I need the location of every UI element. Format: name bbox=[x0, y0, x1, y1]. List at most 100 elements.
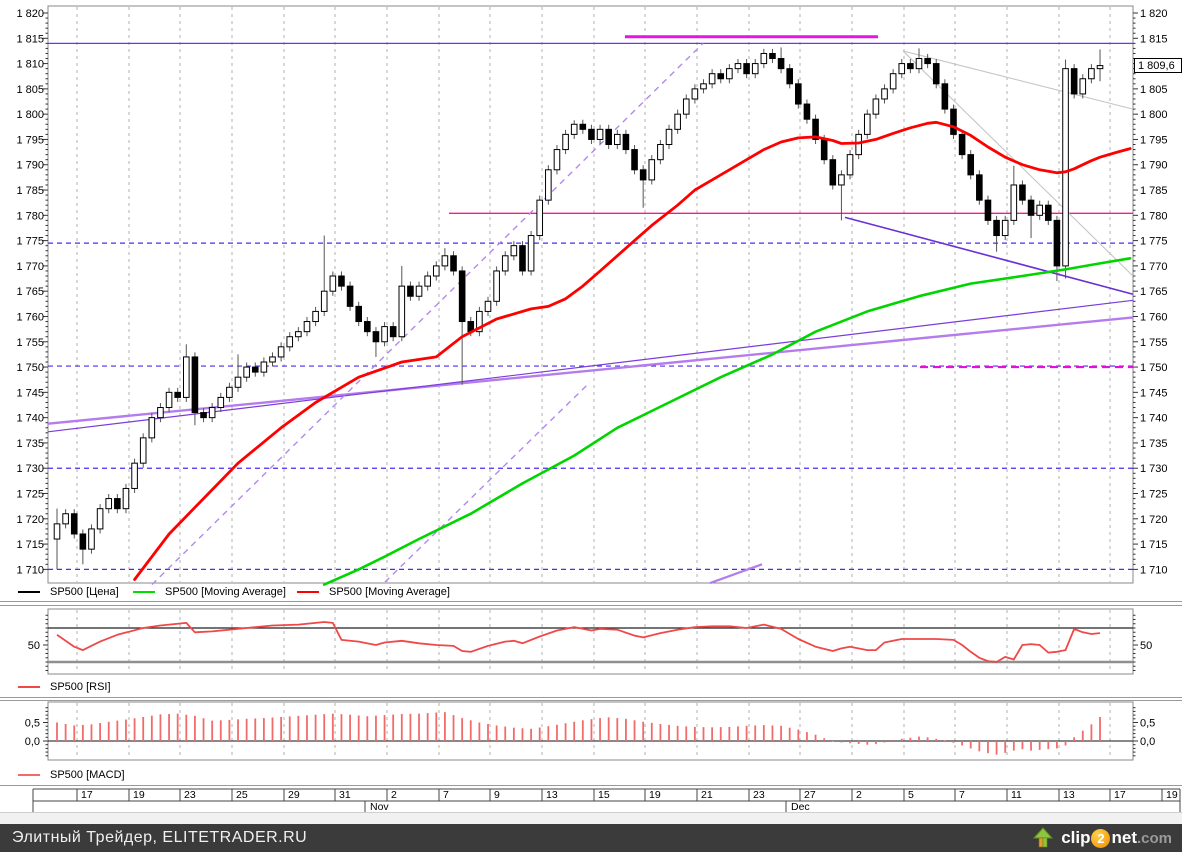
candle-down bbox=[932, 63, 940, 85]
candle-up bbox=[596, 128, 604, 140]
candle-up bbox=[838, 174, 845, 186]
gray-trendline-shallow bbox=[902, 50, 1134, 110]
date-label: 25 bbox=[236, 789, 248, 801]
axis-label: 1 805 bbox=[1140, 84, 1168, 96]
axis-label: 1 715 bbox=[1140, 539, 1168, 551]
candle-up bbox=[889, 73, 897, 90]
candle-down bbox=[743, 63, 750, 75]
axis-label: 1 765 bbox=[1140, 286, 1168, 298]
candle-up bbox=[381, 326, 388, 343]
date-label: 19 bbox=[133, 789, 145, 801]
candle-down bbox=[79, 533, 87, 550]
date-label: 5 bbox=[908, 789, 914, 801]
date-label: 31 bbox=[339, 789, 351, 801]
footer-spacer bbox=[0, 812, 1182, 825]
green-ma-swatch bbox=[133, 591, 155, 593]
axis-label: 50 bbox=[1140, 640, 1152, 652]
candle-down bbox=[588, 128, 595, 140]
axis-label: 1 820 bbox=[16, 8, 44, 20]
candle-down bbox=[251, 366, 259, 373]
date-label: 11 bbox=[1011, 789, 1022, 801]
panel-separator bbox=[0, 601, 1182, 602]
logo-net: net bbox=[1111, 828, 1137, 847]
legend-rsi-label: SP500 [RSI] bbox=[50, 681, 111, 693]
candle-down bbox=[622, 133, 630, 151]
axis-label: 1 770 bbox=[16, 261, 44, 273]
candle-up bbox=[915, 58, 923, 70]
axis-label: 1 735 bbox=[16, 438, 44, 450]
candle-up bbox=[312, 310, 319, 323]
axis-label: 1 765 bbox=[16, 286, 44, 298]
candle-up bbox=[148, 417, 156, 439]
axis-label: 1 785 bbox=[1140, 185, 1168, 197]
candle-up bbox=[751, 63, 759, 75]
axis-label: 1 810 bbox=[16, 59, 44, 71]
candle-up bbox=[183, 356, 190, 398]
candle-down bbox=[174, 391, 181, 398]
candle-up bbox=[243, 366, 250, 378]
clip2net-arrow-icon bbox=[1033, 827, 1054, 848]
candle-down bbox=[950, 108, 957, 135]
trendlines bbox=[47, 42, 1134, 586]
descending-channel bbox=[844, 216, 1134, 295]
last-price-badge: 1 809,6 bbox=[1134, 58, 1182, 73]
candle-down bbox=[639, 169, 647, 181]
candle-up bbox=[1036, 204, 1043, 216]
clip2net-logo: clip 2 net .com bbox=[1032, 824, 1172, 852]
panel-separator bbox=[0, 697, 1182, 698]
axis-label: 1 800 bbox=[1140, 109, 1168, 121]
candle-down bbox=[777, 58, 785, 70]
date-label: 13 bbox=[1063, 789, 1075, 801]
axis-label: 0,5 bbox=[25, 718, 40, 730]
axis-label: 1 755 bbox=[16, 337, 44, 349]
candle-up bbox=[234, 376, 242, 388]
candle-up bbox=[760, 52, 768, 65]
logo-two-badge: 2 bbox=[1091, 828, 1111, 848]
axis-label: 1 750 bbox=[16, 362, 44, 374]
candle-up bbox=[157, 407, 164, 419]
candles-layer bbox=[53, 47, 1104, 570]
logo-dotcom: .com bbox=[1136, 829, 1172, 847]
legend-ma-green-label: SP500 [Moving Average] bbox=[165, 586, 286, 598]
axis-label: 1 735 bbox=[1140, 438, 1168, 450]
gridlines bbox=[47, 5, 1134, 761]
legend-price: SP500 [Цена] bbox=[18, 586, 119, 598]
legend-macd: SP500 [MACD] bbox=[18, 769, 125, 781]
macd-plot-area[interactable] bbox=[47, 701, 1134, 761]
axis-label: 1 740 bbox=[16, 413, 44, 425]
candle-up bbox=[96, 508, 104, 530]
candle-up bbox=[286, 336, 294, 348]
green-moving-average bbox=[322, 256, 1132, 586]
candle-down bbox=[346, 285, 354, 307]
rsi-plot-area[interactable] bbox=[47, 608, 1134, 675]
date-label: 19 bbox=[649, 789, 661, 801]
logo-clip: clip bbox=[1061, 828, 1091, 847]
price-plot-area[interactable] bbox=[47, 5, 1134, 584]
axis-label: 50 bbox=[28, 640, 40, 652]
price-axis: 1 710 1 710 1 715 1 715 1 720 1 720 1 725 1 725… bbox=[16, 8, 1167, 576]
date-label: 2 bbox=[856, 789, 862, 801]
candle-up bbox=[303, 321, 311, 333]
axis-label: 0,5 bbox=[1140, 718, 1155, 730]
candle-down bbox=[114, 498, 121, 510]
axis-label: 1 775 bbox=[16, 236, 44, 248]
candle-up bbox=[734, 63, 742, 70]
candle-up bbox=[226, 386, 233, 398]
candle-down bbox=[389, 326, 397, 338]
candle-down bbox=[1045, 204, 1052, 221]
candle-up bbox=[122, 487, 130, 510]
candle-down bbox=[579, 123, 587, 130]
axis-label: 1 710 bbox=[16, 564, 44, 576]
date-label: 17 bbox=[1114, 789, 1126, 801]
candle-up bbox=[208, 407, 216, 419]
candle-down bbox=[364, 321, 371, 333]
candle-up bbox=[1096, 65, 1104, 70]
candle-down bbox=[458, 270, 466, 323]
candle-up bbox=[260, 361, 268, 373]
candle-up bbox=[320, 290, 328, 312]
date-label: 7 bbox=[959, 789, 965, 801]
candle-up bbox=[665, 128, 673, 146]
axis-label: 1 725 bbox=[1140, 489, 1168, 501]
axis-label: 1 725 bbox=[16, 489, 44, 501]
date-label: 7 bbox=[443, 789, 449, 801]
